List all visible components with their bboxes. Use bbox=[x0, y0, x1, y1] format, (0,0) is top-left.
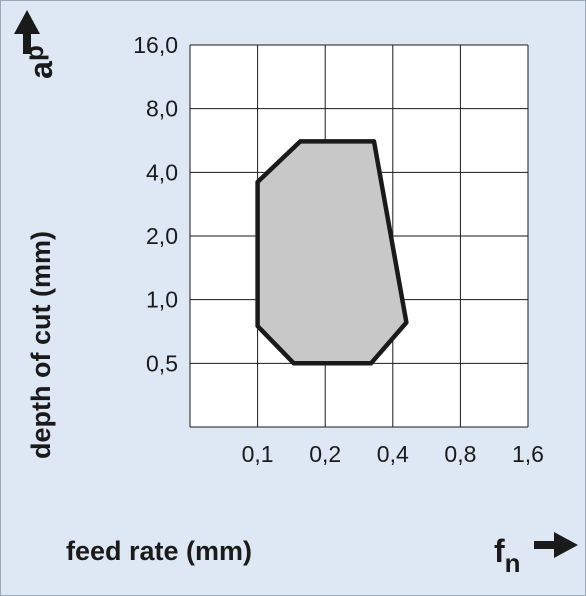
y-tick-label: 4,0 bbox=[146, 159, 178, 185]
y-tick-label: 2,0 bbox=[146, 223, 178, 249]
y-tick-labels: 0,5 1,0 2,0 4,0 8,0 16,0 bbox=[133, 32, 178, 376]
x-tick-label: 0,4 bbox=[377, 441, 409, 467]
y-tick-label: 0,5 bbox=[146, 350, 178, 376]
y-tick-label: 16,0 bbox=[133, 32, 178, 58]
x-tick-label: 0,1 bbox=[242, 441, 274, 467]
y-axis-symbol: ap bbox=[14, 10, 59, 79]
y-tick-label: 8,0 bbox=[146, 96, 178, 122]
y-symbol-text: ap bbox=[19, 45, 59, 79]
x-axis-title: feed rate (mm) bbox=[66, 536, 252, 566]
x-tick-label: 1,6 bbox=[512, 441, 544, 467]
y-axis-title: depth of cut (mm) bbox=[26, 231, 56, 459]
operating-region bbox=[255, 139, 409, 366]
x-tick-label: 0,2 bbox=[309, 441, 341, 467]
x-arrow-icon bbox=[534, 532, 578, 558]
x-tick-label: 0,8 bbox=[444, 441, 476, 467]
x-tick-labels: 0,1 0,2 0,4 0,8 1,6 bbox=[242, 441, 544, 467]
y-arrow-icon bbox=[14, 10, 40, 54]
y-tick-label: 1,0 bbox=[146, 287, 178, 313]
x-symbol-text: fn bbox=[494, 533, 521, 578]
region-shape bbox=[255, 139, 409, 366]
x-axis-symbol: fn bbox=[494, 532, 578, 578]
